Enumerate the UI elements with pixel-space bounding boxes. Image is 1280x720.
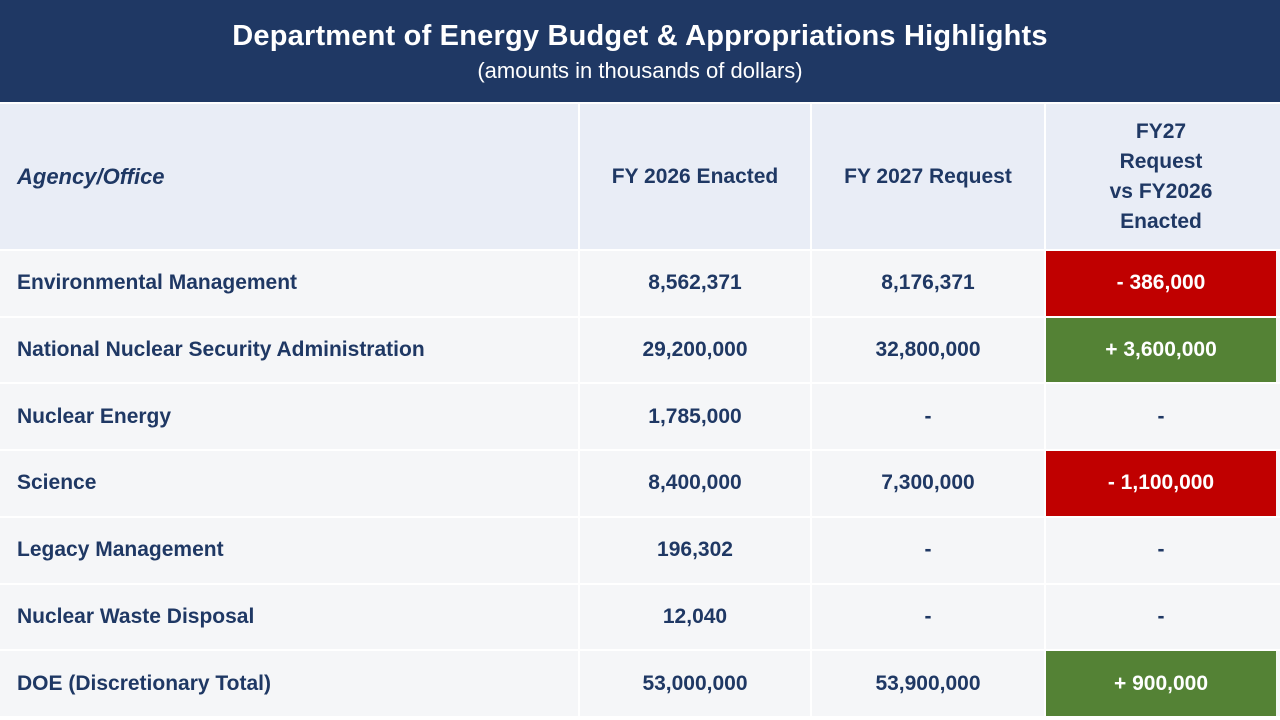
fy2027-cell: 8,176,371 [812, 251, 1046, 318]
delta-cell: - [1046, 517, 1280, 585]
column-header-agency: Agency/Office [0, 104, 580, 251]
page-title: Department of Energy Budget & Appropriat… [232, 20, 1048, 52]
delta-cell: + 900,000 [1046, 651, 1280, 718]
budget-table: Agency/Office FY 2026 Enacted FY 2027 Re… [0, 104, 1280, 718]
fy2027-cell: 7,300,000 [812, 451, 1046, 518]
delta-cell: - [1046, 384, 1280, 452]
fy2027-cell: - [812, 517, 1046, 585]
delta-value: - [1157, 538, 1165, 562]
fy2026-cell: 196,302 [580, 517, 812, 585]
agency-cell: DOE (Discretionary Total) [0, 651, 580, 718]
page-subtitle: (amounts in thousands of dollars) [477, 58, 803, 83]
fy2027-cell: - [812, 384, 1046, 452]
title-banner: Department of Energy Budget & Appropriat… [0, 0, 1280, 104]
delta-cell: - [1046, 584, 1280, 652]
delta-value: - [1157, 604, 1165, 628]
agency-cell: National Nuclear Security Administration [0, 317, 580, 385]
agency-cell: Science [0, 451, 580, 518]
delta-cell: - 1,100,000 [1046, 451, 1280, 518]
agency-cell: Environmental Management [0, 251, 580, 318]
fy2026-cell: 12,040 [580, 584, 812, 652]
delta-value: + 900,000 [1046, 651, 1276, 716]
delta-value: - [1157, 404, 1165, 428]
delta-value: + 3,600,000 [1046, 317, 1276, 383]
fy2026-cell: 8,562,371 [580, 251, 812, 318]
agency-cell: Legacy Management [0, 517, 580, 585]
delta-cell: - 386,000 [1046, 251, 1280, 318]
agency-cell: Nuclear Waste Disposal [0, 584, 580, 652]
fy2027-cell: 32,800,000 [812, 317, 1046, 385]
column-header-fy2027: FY 2027 Request [812, 104, 1046, 251]
fy2026-cell: 8,400,000 [580, 451, 812, 518]
delta-value: - 1,100,000 [1046, 451, 1276, 516]
delta-value: - 386,000 [1046, 251, 1276, 316]
delta-cell: + 3,600,000 [1046, 317, 1280, 385]
column-header-delta: FY27 Request vs FY2026 Enacted [1046, 104, 1280, 251]
column-header-fy2026: FY 2026 Enacted [580, 104, 812, 251]
fy2026-cell: 29,200,000 [580, 317, 812, 385]
fy2026-cell: 53,000,000 [580, 651, 812, 718]
fy2027-cell: - [812, 584, 1046, 652]
agency-cell: Nuclear Energy [0, 384, 580, 452]
fy2027-cell: 53,900,000 [812, 651, 1046, 718]
fy2026-cell: 1,785,000 [580, 384, 812, 452]
